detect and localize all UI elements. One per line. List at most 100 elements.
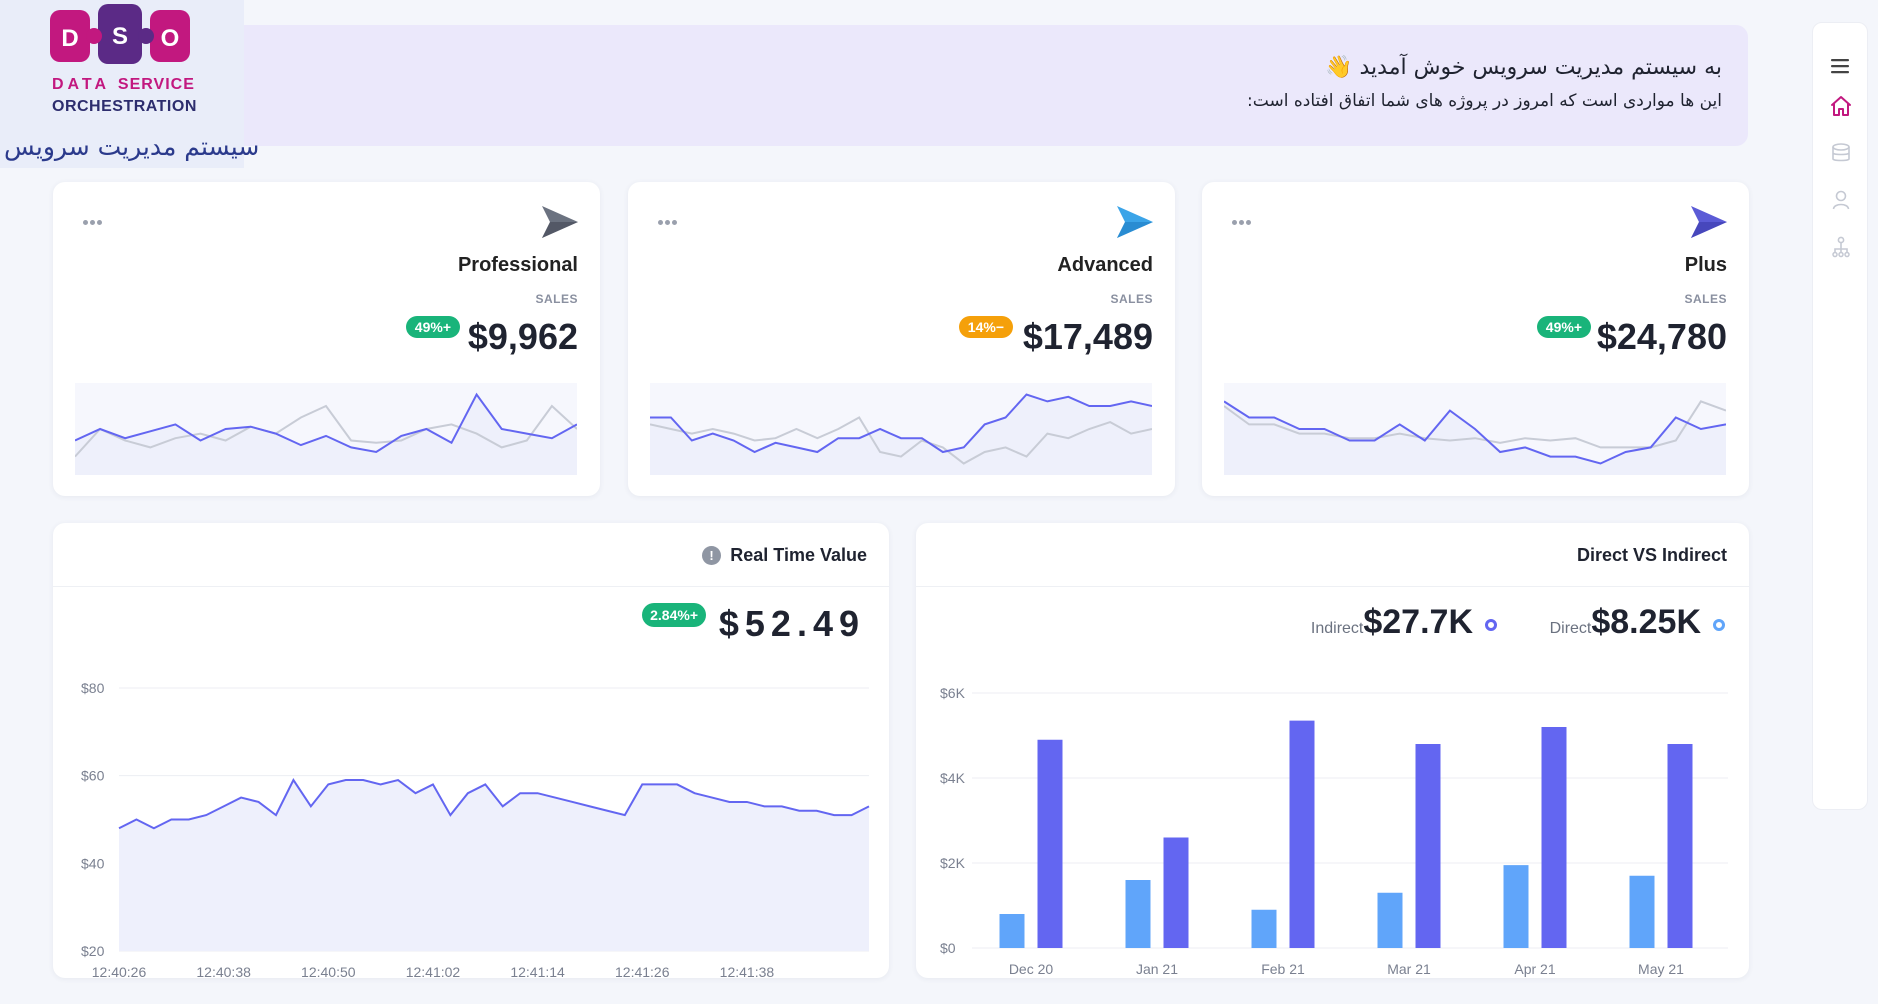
y-tick-label: $6K <box>940 685 966 701</box>
x-tick-label: 12:41:26 <box>615 964 670 978</box>
logo-fa-title: سیستم مدیریت سرویس <box>4 132 260 161</box>
legend-marker-direct <box>1713 619 1725 631</box>
bar-direct <box>999 914 1025 948</box>
x-tick-label: Apr 21 <box>1514 961 1555 977</box>
welcome-title: به سیستم مدیریت سرویس خوش آمدید 👋 <box>1325 55 1722 80</box>
logo-letter: O <box>161 25 180 52</box>
sales-label: SALES <box>535 292 578 306</box>
logo: D S O DATA SERVICE ORCHESTRATION سیستم م… <box>0 0 259 168</box>
sales-label: SALES <box>1684 292 1727 306</box>
realtime-card: ! Real Time Value 2.84%+ $52.49 $20 $40 $6… <box>53 523 889 978</box>
legend-indirect: Indirect$27.7K <box>1311 603 1497 642</box>
legend-marker-indirect <box>1485 619 1497 631</box>
logo-word-data: DATA <box>52 76 110 93</box>
legend-value: $27.7K <box>1363 603 1473 641</box>
sales-amount: $24,780 <box>1596 316 1727 357</box>
sales-label: SALES <box>1110 292 1153 306</box>
growth-badge: 2.84%+ <box>642 603 706 627</box>
bar-direct <box>1503 865 1529 948</box>
plan-plus: Plus SALES $24,780 49%+ <box>1202 0 1749 500</box>
more-options-icon[interactable] <box>1232 212 1253 230</box>
y-tick-label: $2K <box>940 855 966 871</box>
x-tick-label: Jan 21 <box>1136 961 1178 977</box>
bar-indirect <box>1415 744 1441 948</box>
sparkline-area <box>650 394 1152 475</box>
logo-word-service: SERVICE <box>117 76 195 93</box>
sales-amount: $17,489 <box>1022 316 1153 357</box>
sparkline <box>1224 383 1726 475</box>
y-tick-label: $4K <box>940 770 966 786</box>
home-icon[interactable] <box>1828 93 1854 119</box>
bar-indirect <box>1667 744 1693 948</box>
bar-indirect <box>1163 837 1189 948</box>
growth-badge: 14%− <box>958 316 1013 338</box>
plan-name: Professional <box>457 254 578 276</box>
menu-icon[interactable] <box>1828 53 1854 79</box>
card-title: Direct VS Indirect <box>1576 545 1727 565</box>
y-tick-label: $40 <box>81 855 105 871</box>
direct-indirect-card: Direct VS Indirect Direct$8.25K Indirect… <box>916 523 1749 978</box>
more-options-icon[interactable] <box>658 212 679 230</box>
bar-direct <box>1629 875 1655 948</box>
growth-badge: 49%+ <box>1536 316 1591 338</box>
bar-indirect <box>1289 720 1315 948</box>
legend-label: Direct <box>1549 620 1592 637</box>
sparkline-series-current <box>75 392 577 454</box>
bar-indirect <box>1541 727 1567 948</box>
x-tick-label: Dec 20 <box>1009 961 1054 977</box>
x-tick-label: 12:40:38 <box>196 964 251 978</box>
sidebar <box>1812 22 1868 810</box>
realtime-chart: $20 $40 $60 $80 12:40:26 12:40:38 12:40:50 12:4… <box>81 680 870 978</box>
x-tick-label: Feb 21 <box>1261 961 1305 977</box>
sales-amount: $9,962 <box>467 316 578 357</box>
bar-direct <box>1377 892 1403 948</box>
y-tick-label: $20 <box>81 943 105 959</box>
x-tick-label: 12:41:14 <box>510 964 565 978</box>
y-tick-label: $60 <box>81 768 105 784</box>
paper-plane-icon <box>542 206 578 238</box>
welcome-banner: به سیستم مدیریت سرویس خوش آمدید 👋 این ها… <box>200 25 1748 146</box>
paper-plane-icon <box>1117 206 1153 238</box>
plan-name: Advanced <box>1057 254 1153 276</box>
bar-chart: $0 $2K $4K $6K Dec 20 Jan 21 Feb 21 Mar 21 Apr 2… <box>940 685 1728 977</box>
legend-direct: Direct$8.25K <box>1550 603 1725 642</box>
plan-advanced: Advanced SALES $17,489 14%− <box>628 0 1175 500</box>
logo-line1: DATA SERVICE <box>52 76 195 94</box>
card-header: Direct VS Indirect <box>916 523 1749 587</box>
x-tick-label: Mar 21 <box>1387 961 1431 977</box>
area-fill <box>119 780 869 951</box>
bar-direct <box>1251 909 1277 948</box>
card-title: Real Time Value <box>730 545 867 565</box>
sparkline-series-previous <box>650 416 1152 465</box>
sparkline <box>650 383 1152 475</box>
legend-value: $8.25K <box>1591 603 1701 641</box>
x-tick-label: 12:40:26 <box>92 964 147 978</box>
sparkline-series-previous <box>1224 400 1726 449</box>
y-tick-label: $0 <box>940 940 956 956</box>
bar-indirect <box>1037 739 1063 948</box>
logo-line2: ORCHESTRATION <box>52 98 197 115</box>
paper-plane-icon <box>1691 206 1727 238</box>
x-tick-label: 12:41:02 <box>406 964 461 978</box>
area-line <box>118 778 870 830</box>
logo-letter: D <box>61 25 78 52</box>
logo-mark: D S O <box>50 4 190 64</box>
logo-letter: S <box>112 23 128 50</box>
growth-badge: 49%+ <box>405 316 460 338</box>
card-header: ! Real Time Value <box>53 523 889 587</box>
sparkline-area <box>75 394 577 475</box>
more-options-icon[interactable] <box>83 212 104 230</box>
database-icon[interactable] <box>1828 140 1854 166</box>
welcome-subtitle: این ها مواردی است که امروز در پروژه های … <box>1247 91 1722 111</box>
sparkline <box>75 383 577 475</box>
plan-name: Plus <box>1684 254 1727 276</box>
y-tick-label: $80 <box>81 680 105 696</box>
info-icon[interactable]: ! <box>702 546 721 565</box>
realtime-value: $52.49 <box>718 603 865 644</box>
legend-label: Indirect <box>1310 620 1364 637</box>
bar-direct <box>1125 880 1151 948</box>
hierarchy-icon[interactable] <box>1828 234 1854 260</box>
x-tick-label: 12:40:50 <box>301 964 356 978</box>
user-icon[interactable] <box>1828 187 1854 213</box>
sparkline-series-current <box>1224 400 1726 465</box>
